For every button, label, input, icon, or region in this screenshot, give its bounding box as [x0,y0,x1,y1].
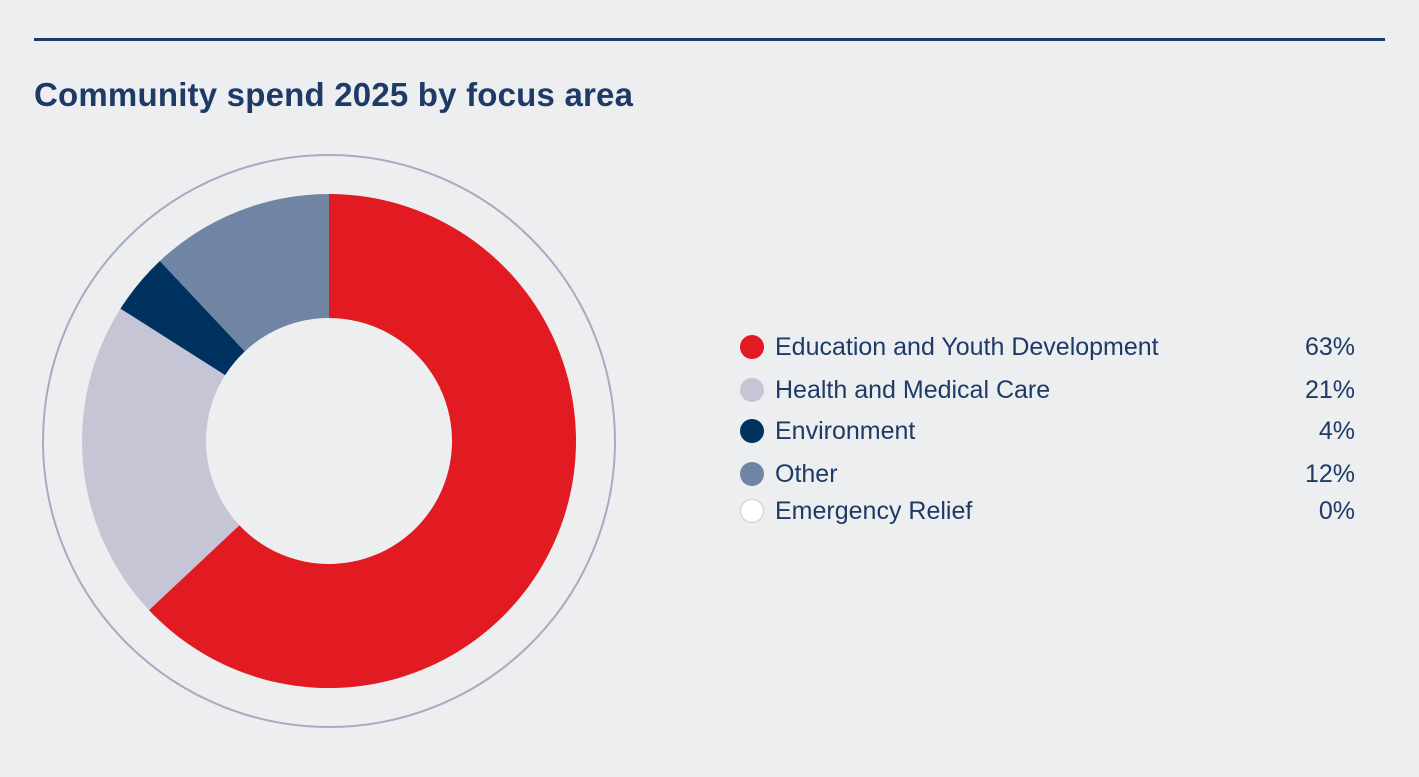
legend-value: 12% [1304,459,1355,488]
legend-item: Emergency Relief 0% [740,496,1355,525]
legend-label: Education and Youth Development [775,332,1159,361]
legend-swatch [740,419,764,443]
legend-swatch [740,462,764,486]
legend-value: 21% [1304,375,1355,404]
chart-title: Community spend 2025 by focus area [34,76,634,113]
legend-value: 4% [1318,416,1355,445]
legend-value: 63% [1304,332,1355,361]
legend-item: Other 12% [740,459,1355,488]
legend-label: Environment [775,416,916,445]
legend-item: Environment 4% [740,416,1355,445]
legend-item: Health and Medical Care 21% [740,375,1355,404]
legend-item: Education and Youth Development 63% [740,332,1355,361]
donut-slice-health-and-medical-care [82,308,240,611]
donut-slice-other [159,194,329,352]
legend: Education and Youth Development 63% Heal… [740,330,1355,525]
donut-slice-education-and-youth-development [148,194,577,688]
donut-slice-environment [120,260,245,376]
legend-label: Other [775,459,838,488]
legend-swatch [740,378,764,402]
legend-value: 0% [1318,496,1355,525]
legend-swatch [740,499,764,523]
legend-swatch [740,335,764,359]
legend-label: Emergency Relief [775,496,973,525]
outer-ring [42,154,616,728]
legend-label: Health and Medical Care [775,375,1051,404]
header-rule [34,38,1385,41]
